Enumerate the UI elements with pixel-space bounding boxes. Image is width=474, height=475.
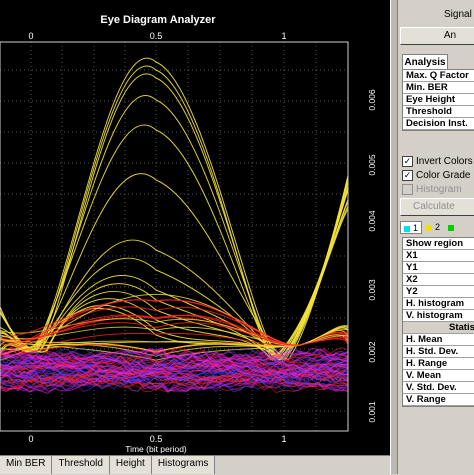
row-y2: Y2 <box>403 286 474 298</box>
row-eye-height: Eye Height <box>403 94 474 106</box>
row-h-std-dev: H. Std. Dev. <box>403 346 474 358</box>
noise-trace <box>0 376 349 394</box>
eye-trace <box>0 173 349 361</box>
histogram-label: Histogram <box>416 183 462 195</box>
tab-analysis[interactable]: Analysis <box>402 54 448 70</box>
region-table: Show region X1 Y1 X2 Y2 H. histogram V. … <box>402 237 474 407</box>
bottom-tick-0.5: 0.5 <box>150 434 163 444</box>
noise-trace <box>0 354 349 371</box>
tab-histograms[interactable]: Histograms <box>151 456 216 474</box>
check-icon: ✓ <box>402 155 413 167</box>
noise-trace <box>0 347 349 366</box>
top-tick-0: 0 <box>28 31 33 41</box>
splitter[interactable] <box>390 0 398 474</box>
right-tick-0.005: 0.005 <box>367 154 377 176</box>
tab-min-ber[interactable]: Min BER <box>0 456 53 474</box>
plot-frame <box>0 41 349 432</box>
cyan-swatch-icon <box>404 225 410 232</box>
x-axis-label: Time (bit period) <box>125 444 187 454</box>
trace-tab-2[interactable]: 2 <box>422 221 444 234</box>
check-icon: ✓ <box>402 169 413 181</box>
right-tick-0.003: 0.003 <box>367 279 377 301</box>
right-tick-0.004: 0.004 <box>367 210 377 232</box>
eye-trace <box>0 57 349 361</box>
noise-trace <box>0 347 349 365</box>
analysis-panel: Signal An Analysis Max. Q Factor Min. BE… <box>398 0 474 474</box>
eye-trace <box>0 124 349 361</box>
noise-trace <box>0 347 349 366</box>
right-tick-0.001: 0.001 <box>367 401 377 423</box>
row-min-ber: Min. BER <box>403 82 474 94</box>
signal-label: Signal <box>444 9 472 20</box>
tab-bar: Min BER Threshold Height Histograms <box>0 455 390 475</box>
noise-trace <box>0 347 349 365</box>
noise-trace <box>0 355 349 373</box>
trace-tab-3[interactable] <box>444 221 462 234</box>
top-tick-0.5: 0.5 <box>150 31 163 41</box>
bottom-tick-1: 1 <box>281 434 286 444</box>
row-h-histogram: H. histogram <box>403 298 474 310</box>
analyze-button[interactable]: An <box>400 27 474 45</box>
noise-trace <box>0 362 349 381</box>
eye-trace <box>0 327 349 357</box>
color-grade-checkbox[interactable]: ✓ Color Grade <box>399 168 470 182</box>
row-threshold: Threshold <box>403 106 474 118</box>
tab-height[interactable]: Height <box>109 456 152 474</box>
right-tick-0.002: 0.002 <box>367 341 377 363</box>
noise-trace <box>0 363 349 381</box>
row-x1: X1 <box>403 250 474 262</box>
bottom-tick-0: 0 <box>28 434 33 444</box>
noise-trace <box>0 360 349 379</box>
eye-diagram-plot-area[interactable]: Eye Diagram Analyzer 0 0.5 1 0 0.5 1 Tim… <box>0 0 390 455</box>
row-v-histogram: V. histogram <box>403 310 474 322</box>
eye-trace <box>0 315 349 346</box>
row-show-region: Show region <box>403 238 474 250</box>
analysis-table: Max. Q Factor Min. BER Eye Height Thresh… <box>402 69 474 131</box>
green-swatch-icon <box>448 224 454 231</box>
row-x2: X2 <box>403 274 474 286</box>
invert-colors-label: Invert Colors <box>416 155 473 167</box>
plot-title: Eye Diagram Analyzer <box>100 14 216 26</box>
invert-colors-checkbox[interactable]: ✓ Invert Colors <box>399 154 473 168</box>
calculate-button[interactable]: Calculate <box>400 198 474 216</box>
row-v-std-dev: V. Std. Dev. <box>403 382 474 394</box>
row-h-mean: H. Mean <box>403 334 474 346</box>
trace-selector: 1 2 <box>400 221 474 235</box>
row-h-range: H. Range <box>403 358 474 370</box>
statistics-header: Statis <box>403 322 474 334</box>
right-tick-0.006: 0.006 <box>367 89 377 111</box>
row-y1: Y1 <box>403 262 474 274</box>
unchecked-box-icon <box>402 183 413 195</box>
yellow-swatch-icon <box>426 224 432 231</box>
trace-tab-1[interactable]: 1 <box>400 221 422 234</box>
noise-trace <box>0 346 349 364</box>
color-grade-label: Color Grade <box>416 169 471 181</box>
row-v-mean: V. Mean <box>403 370 474 382</box>
row-decision-inst: Decision Inst. <box>403 118 474 130</box>
row-max-q-factor: Max. Q Factor <box>403 70 474 82</box>
noise-trace <box>0 362 349 380</box>
tab-threshold[interactable]: Threshold <box>52 456 110 474</box>
row-v-range: V. Range <box>403 394 474 406</box>
top-tick-1: 1 <box>281 31 286 41</box>
eye-diagram-canvas[interactable]: Eye Diagram Analyzer 0 0.5 1 0 0.5 1 Tim… <box>0 0 390 455</box>
noise-band <box>0 346 349 394</box>
histogram-checkbox[interactable]: Histogram <box>399 182 462 196</box>
eye-trace <box>0 334 349 352</box>
eye-traces <box>0 57 349 361</box>
